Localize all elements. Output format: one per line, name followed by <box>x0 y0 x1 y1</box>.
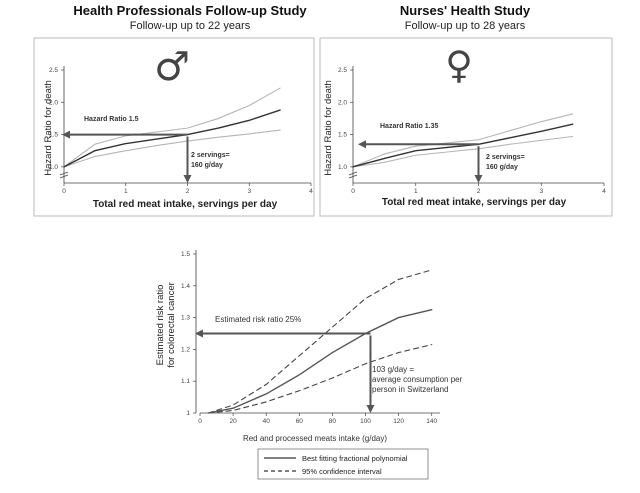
chart2-y-tick-label: 2.0 <box>338 99 347 106</box>
chart1-x-tick-label: 4 <box>309 188 313 195</box>
chart3-x-tick-label: 0 <box>198 418 202 425</box>
chart2-x-tick-label: 0 <box>351 188 355 195</box>
chart1-main-series-line <box>63 109 281 168</box>
chart1-x-tick-label: 0 <box>62 188 66 195</box>
plot-layer: 0 1 2 3 4 1.0 1.5 2.0 2.5 0 1 2 3 4 1.0 1.5 2.0 2.5 0 20 40 6… <box>49 66 606 425</box>
chart2-intake-arrowhead <box>474 175 483 183</box>
chart3-x-tick-label: 20 <box>229 418 237 425</box>
legend-label-ci: 95% confidence interval <box>302 467 382 476</box>
chart1-note-line-1: 2 servings= <box>191 152 230 159</box>
chart3-ci-series-line <box>207 344 433 414</box>
chart1-note-line-2: 160 g/day <box>191 162 223 169</box>
chart2-y-tick-label: 1.5 <box>338 132 347 139</box>
chart1-subtitle: Follow-up up to 22 years <box>130 20 251 32</box>
chart2-annotation: Hazard Ratio 1.35 <box>380 123 438 130</box>
chart2-ci-series-line <box>352 135 574 168</box>
chart3-y-tick-label: 1.2 <box>181 346 190 353</box>
chart3-note-line-3: person in Switzerland <box>372 385 448 394</box>
chart1-y-tick-label: 2.0 <box>49 99 58 106</box>
chart2-frame <box>319 37 613 217</box>
chart1-x-tick-label: 1 <box>124 188 128 195</box>
male-symbol-icon: ♂ <box>154 44 190 90</box>
chart2-title: Nurses' Health Study <box>400 3 531 18</box>
chart2-main-series-line <box>352 123 574 168</box>
chart1-title: Health Professionals Follow-up Study <box>73 3 307 18</box>
chart2-ylabel: Hazard Ratio for death <box>323 80 334 176</box>
chart3-ci-series-line <box>207 269 433 414</box>
chart3-y-tick-label: 1 <box>186 410 190 417</box>
chart3-ylabel-line-2: for colorectal cancer <box>166 282 177 368</box>
chart1-x-tick-label: 3 <box>247 188 251 195</box>
chart3-legend <box>257 448 429 480</box>
chart3-y-tick-label: 1.3 <box>181 315 190 322</box>
chart3-y-tick-label: 1.1 <box>181 378 190 385</box>
chart2-y-tick-label: 1.0 <box>338 164 347 171</box>
chart3-x-tick-label: 100 <box>360 418 371 425</box>
chart2-y-tick-label: 2.5 <box>338 67 347 74</box>
chart1-y-tick-label: 1.0 <box>49 164 58 171</box>
chart1-axis-break <box>59 171 69 179</box>
chart1-ci-series-line <box>63 87 281 168</box>
chart3-xlabel: Red and processed meats intake (g/day) <box>243 434 387 443</box>
chart3-main-series-line <box>207 308 433 414</box>
chart2-x-tick-label: 1 <box>414 188 418 195</box>
chart1-xlabel: Total red meat intake, servings per day <box>93 199 278 210</box>
chart3-annotation: Estimated risk ratio 25% <box>215 315 301 324</box>
chart2-hazard-arrowhead <box>358 140 366 149</box>
chart2-note-line-2: 160 g/day <box>486 164 518 171</box>
chart2-axis-break <box>348 171 358 179</box>
chart2-subtitle: Follow-up up to 28 years <box>405 20 526 32</box>
chart1-y-tick-label: 2.5 <box>49 67 58 74</box>
chart3-y-tick-label: 1.5 <box>181 251 190 258</box>
chart2-x-tick-label: 2 <box>477 188 481 195</box>
chart1-y-tick-label: 1.5 <box>49 132 58 139</box>
chart1-annotation: Hazard Ratio 1.5 <box>84 116 139 123</box>
chart1-ylabel: Hazard Ratio for death <box>43 80 54 176</box>
chart3-ylabel-line-1: Estimated risk ratio <box>155 285 166 366</box>
chart3-note-line-1: 103 g/day = <box>372 365 414 374</box>
chart3-x-tick-label: 60 <box>296 418 304 425</box>
chart1-hazard-arrowhead <box>62 130 70 139</box>
chart2-note-line-1: 2 servings= <box>486 154 525 161</box>
chart2-x-tick-label: 3 <box>539 188 543 195</box>
chart3-x-tick-label: 140 <box>426 418 437 425</box>
chart1-x-tick-label: 2 <box>186 188 190 195</box>
female-symbol-icon: ♀ <box>445 43 473 87</box>
legend-label-fit: Best fitting fractional polynomial <box>302 454 408 463</box>
chart1-ci-series-line <box>63 129 281 168</box>
chart3-x-tick-label: 40 <box>263 418 271 425</box>
chart3-x-tick-label: 120 <box>393 418 404 425</box>
chart3-note-line-2: average consumption per <box>372 375 463 384</box>
chart3-hazard-arrowhead <box>195 329 203 338</box>
chart3-intake-arrowhead <box>366 405 375 413</box>
chart2-x-tick-label: 4 <box>602 188 606 195</box>
chart2-xlabel: Total red meat intake, servings per day <box>382 197 567 208</box>
chart2-ci-series-line <box>352 113 574 168</box>
chart3-x-tick-label: 80 <box>329 418 337 425</box>
chart3-y-tick-label: 1.4 <box>181 283 190 290</box>
chart1-frame <box>33 37 315 217</box>
chart1-intake-arrowhead <box>183 175 192 183</box>
